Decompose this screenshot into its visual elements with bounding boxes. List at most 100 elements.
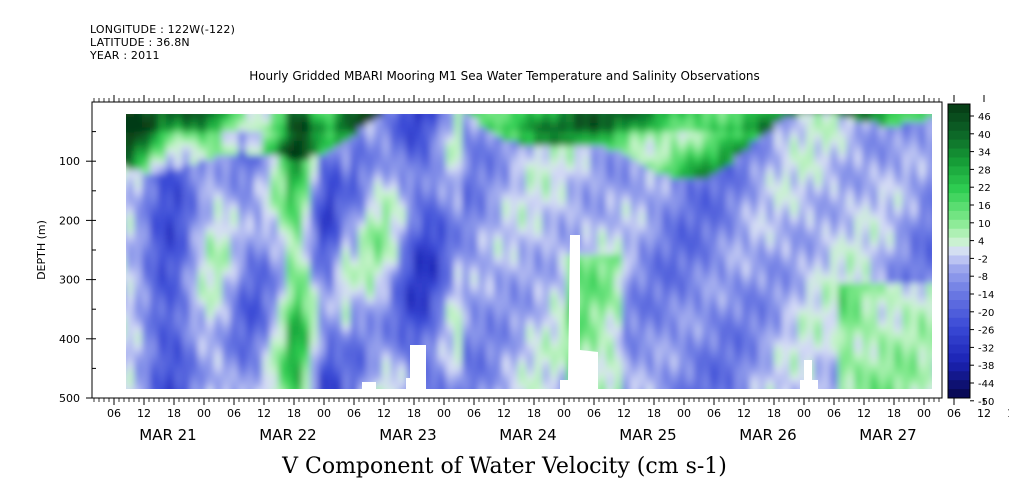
colorbar-swatch	[948, 202, 970, 212]
x-tick-label: 00	[317, 407, 331, 420]
x-date-label: MAR 25	[619, 426, 676, 444]
colorbar-swatch	[948, 237, 970, 248]
y-axis-label: DEPTH (m)	[35, 220, 48, 280]
colorbar-label: -8	[978, 272, 988, 283]
x-tick-label: 06	[707, 407, 721, 420]
x-tick-label: 18	[1007, 407, 1009, 420]
x-tick-label: 06	[107, 407, 121, 420]
colorbar-label: -26	[978, 326, 994, 337]
x-date-label: MAR 23	[379, 426, 436, 444]
colorbar-label: 34	[978, 148, 991, 159]
x-tick-label: 12	[857, 407, 871, 420]
colorbar-swatch	[948, 148, 970, 158]
colorbar-swatch	[948, 371, 970, 381]
x-date-label: MAR 24	[499, 426, 556, 444]
x-tick-label: 06	[827, 407, 841, 420]
x-tick-label: 12	[497, 407, 511, 420]
x-tick-label: 00	[677, 407, 691, 420]
colorbar-label: -50	[978, 397, 994, 408]
colorbar-swatch	[948, 282, 970, 292]
colorbar-swatch	[948, 139, 970, 150]
x-tick-label: 12	[737, 407, 751, 420]
colorbar-swatch	[948, 326, 970, 337]
colorbar: 46 40 34 28 22 16 10 4 -2 -8 -14 -20 -26 -32 -38 -44 -50	[947, 103, 994, 408]
colorbar-label: 22	[978, 183, 991, 194]
x-tick-label: 06	[947, 407, 961, 420]
longitude-text: LONGITUDE : 122W(-122)	[90, 23, 236, 36]
colorbar-swatch	[948, 353, 970, 363]
colorbar-label: -2	[978, 254, 988, 265]
x-tick-label: 06	[587, 407, 601, 420]
x-date-label: MAR 21	[139, 426, 196, 444]
x-tick-label: 18	[647, 407, 661, 420]
y-tick-label: 400	[59, 333, 80, 346]
x-tick-label: 00	[557, 407, 571, 420]
colorbar-swatch	[948, 300, 970, 310]
x-axis-label: V Component of Water Velocity (cm s-1)	[282, 454, 727, 479]
colorbar-swatch	[948, 255, 970, 265]
colorbar-swatch	[948, 193, 970, 203]
colorbar-swatch	[948, 335, 970, 346]
colorbar-swatch	[948, 184, 970, 194]
colorbar-swatch	[948, 291, 970, 301]
colorbar-label: -32	[978, 343, 994, 354]
x-tick-label: 18	[767, 407, 781, 420]
colorbar-swatch	[948, 380, 970, 390]
x-tick-label: 12	[617, 407, 631, 420]
colorbar-label: 4	[978, 237, 984, 248]
colorbar-swatch	[948, 121, 970, 132]
x-tick-label: 18	[287, 407, 301, 420]
colorbar-swatch	[948, 166, 970, 176]
x-tick-label: 06	[347, 407, 361, 420]
colorbar-swatch	[948, 264, 970, 274]
colorbar-swatch	[948, 130, 970, 141]
x-tick-label: 18	[407, 407, 421, 420]
colorbar-label: -44	[978, 379, 994, 390]
x-tick-label: 00	[437, 407, 451, 420]
colorbar-swatch	[948, 228, 970, 239]
colorbar-label: 16	[978, 201, 991, 212]
x-date-label: MAR 27	[859, 426, 916, 444]
y-tick-label: 200	[59, 214, 80, 227]
colorbar-swatch	[948, 389, 970, 399]
colorbar-label: -14	[978, 290, 994, 301]
x-tick-label: 12	[137, 407, 151, 420]
colorbar-label: 40	[978, 130, 991, 141]
y-tick-label: 100	[59, 155, 80, 168]
x-date-label: MAR 26	[739, 426, 796, 444]
x-tick-label: 12	[257, 407, 271, 420]
x-tick-label: 06	[227, 407, 241, 420]
y-tick-label: 500	[59, 392, 80, 405]
x-tick-label: 00	[797, 407, 811, 420]
x-tick-label: 06	[467, 407, 481, 420]
x-tick-label: 18	[167, 407, 181, 420]
colorbar-swatch	[948, 308, 970, 319]
x-tick-label: 18	[887, 407, 901, 420]
x-tick-label: 12	[977, 407, 991, 420]
y-tick-label: 300	[59, 274, 80, 287]
colorbar-swatch	[948, 273, 970, 283]
colorbar-label: -38	[978, 361, 994, 372]
year-text: YEAR : 2011	[90, 49, 160, 62]
colorbar-swatch	[948, 344, 970, 354]
colorbar-label: 46	[978, 112, 991, 123]
colorbar-swatch	[948, 112, 970, 123]
x-tick-label: 00	[917, 407, 931, 420]
colorbar-label: 28	[978, 165, 991, 176]
colorbar-swatch	[948, 317, 970, 328]
x-tick-label: 12	[377, 407, 391, 420]
colorbar-swatch	[948, 210, 970, 221]
colorbar-swatch	[948, 157, 970, 167]
latitude-text: LATITUDE : 36.8N	[90, 36, 190, 49]
x-tick-label: 00	[197, 407, 211, 420]
colorbar-swatch	[948, 175, 970, 185]
colorbar-swatch	[948, 219, 970, 230]
chart-title: Hourly Gridded MBARI Mooring M1 Sea Wate…	[249, 69, 760, 83]
colorbar-swatch	[948, 104, 970, 114]
heatmap-area	[126, 114, 932, 389]
colorbar-swatch	[948, 246, 970, 256]
colorbar-label: -20	[978, 308, 994, 319]
x-date-label: MAR 22	[259, 426, 316, 444]
